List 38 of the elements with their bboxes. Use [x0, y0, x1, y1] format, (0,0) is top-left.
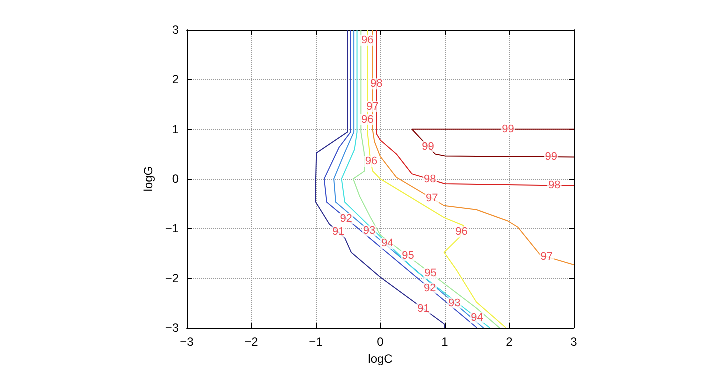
x-tick-label: 2: [506, 335, 514, 350]
annotation: 97: [540, 251, 554, 264]
annotation: 97: [426, 192, 438, 204]
annotation: 91: [332, 226, 345, 238]
x-tick-label: −1: [309, 335, 324, 350]
annotation: 98: [548, 180, 561, 192]
x-tick-label: 1: [442, 335, 449, 350]
x-axis-title: logC: [368, 352, 394, 366]
y-tick-label: −3: [165, 321, 180, 336]
x-tick-label: −2: [244, 335, 259, 350]
annotation: 99: [545, 151, 558, 164]
annotation: 99: [502, 123, 514, 136]
annotation: 95: [424, 267, 437, 280]
annotation: 98: [424, 174, 436, 186]
annotation: 97: [366, 101, 379, 114]
annotation: 93: [448, 297, 461, 310]
y-tick-label: 3: [172, 23, 180, 37]
annotation: 94: [471, 312, 484, 324]
x-tick-label: 0: [377, 335, 384, 350]
annotation: 93: [363, 225, 376, 238]
y-tick-label: −1: [165, 222, 180, 236]
annotation: 96: [365, 156, 378, 168]
annotation: 99: [422, 140, 434, 153]
x-tick-label: 3: [570, 335, 578, 350]
annotation: 96: [361, 34, 374, 46]
annotation: 96: [456, 226, 468, 238]
y-tick-label: 2: [172, 72, 180, 87]
annotation: 92: [424, 282, 436, 294]
annotation: 91: [418, 303, 430, 316]
y-axis-title: logG: [141, 166, 156, 192]
annotation: 94: [381, 238, 394, 250]
y-tick-label: 1: [172, 122, 180, 136]
y-tick-label: 0: [172, 172, 180, 186]
annotation: 98: [370, 78, 383, 90]
y-tick-label: −2: [165, 271, 180, 286]
annotation: 96: [361, 114, 374, 126]
annotation: 95: [402, 250, 414, 262]
annotation: 92: [340, 212, 352, 225]
